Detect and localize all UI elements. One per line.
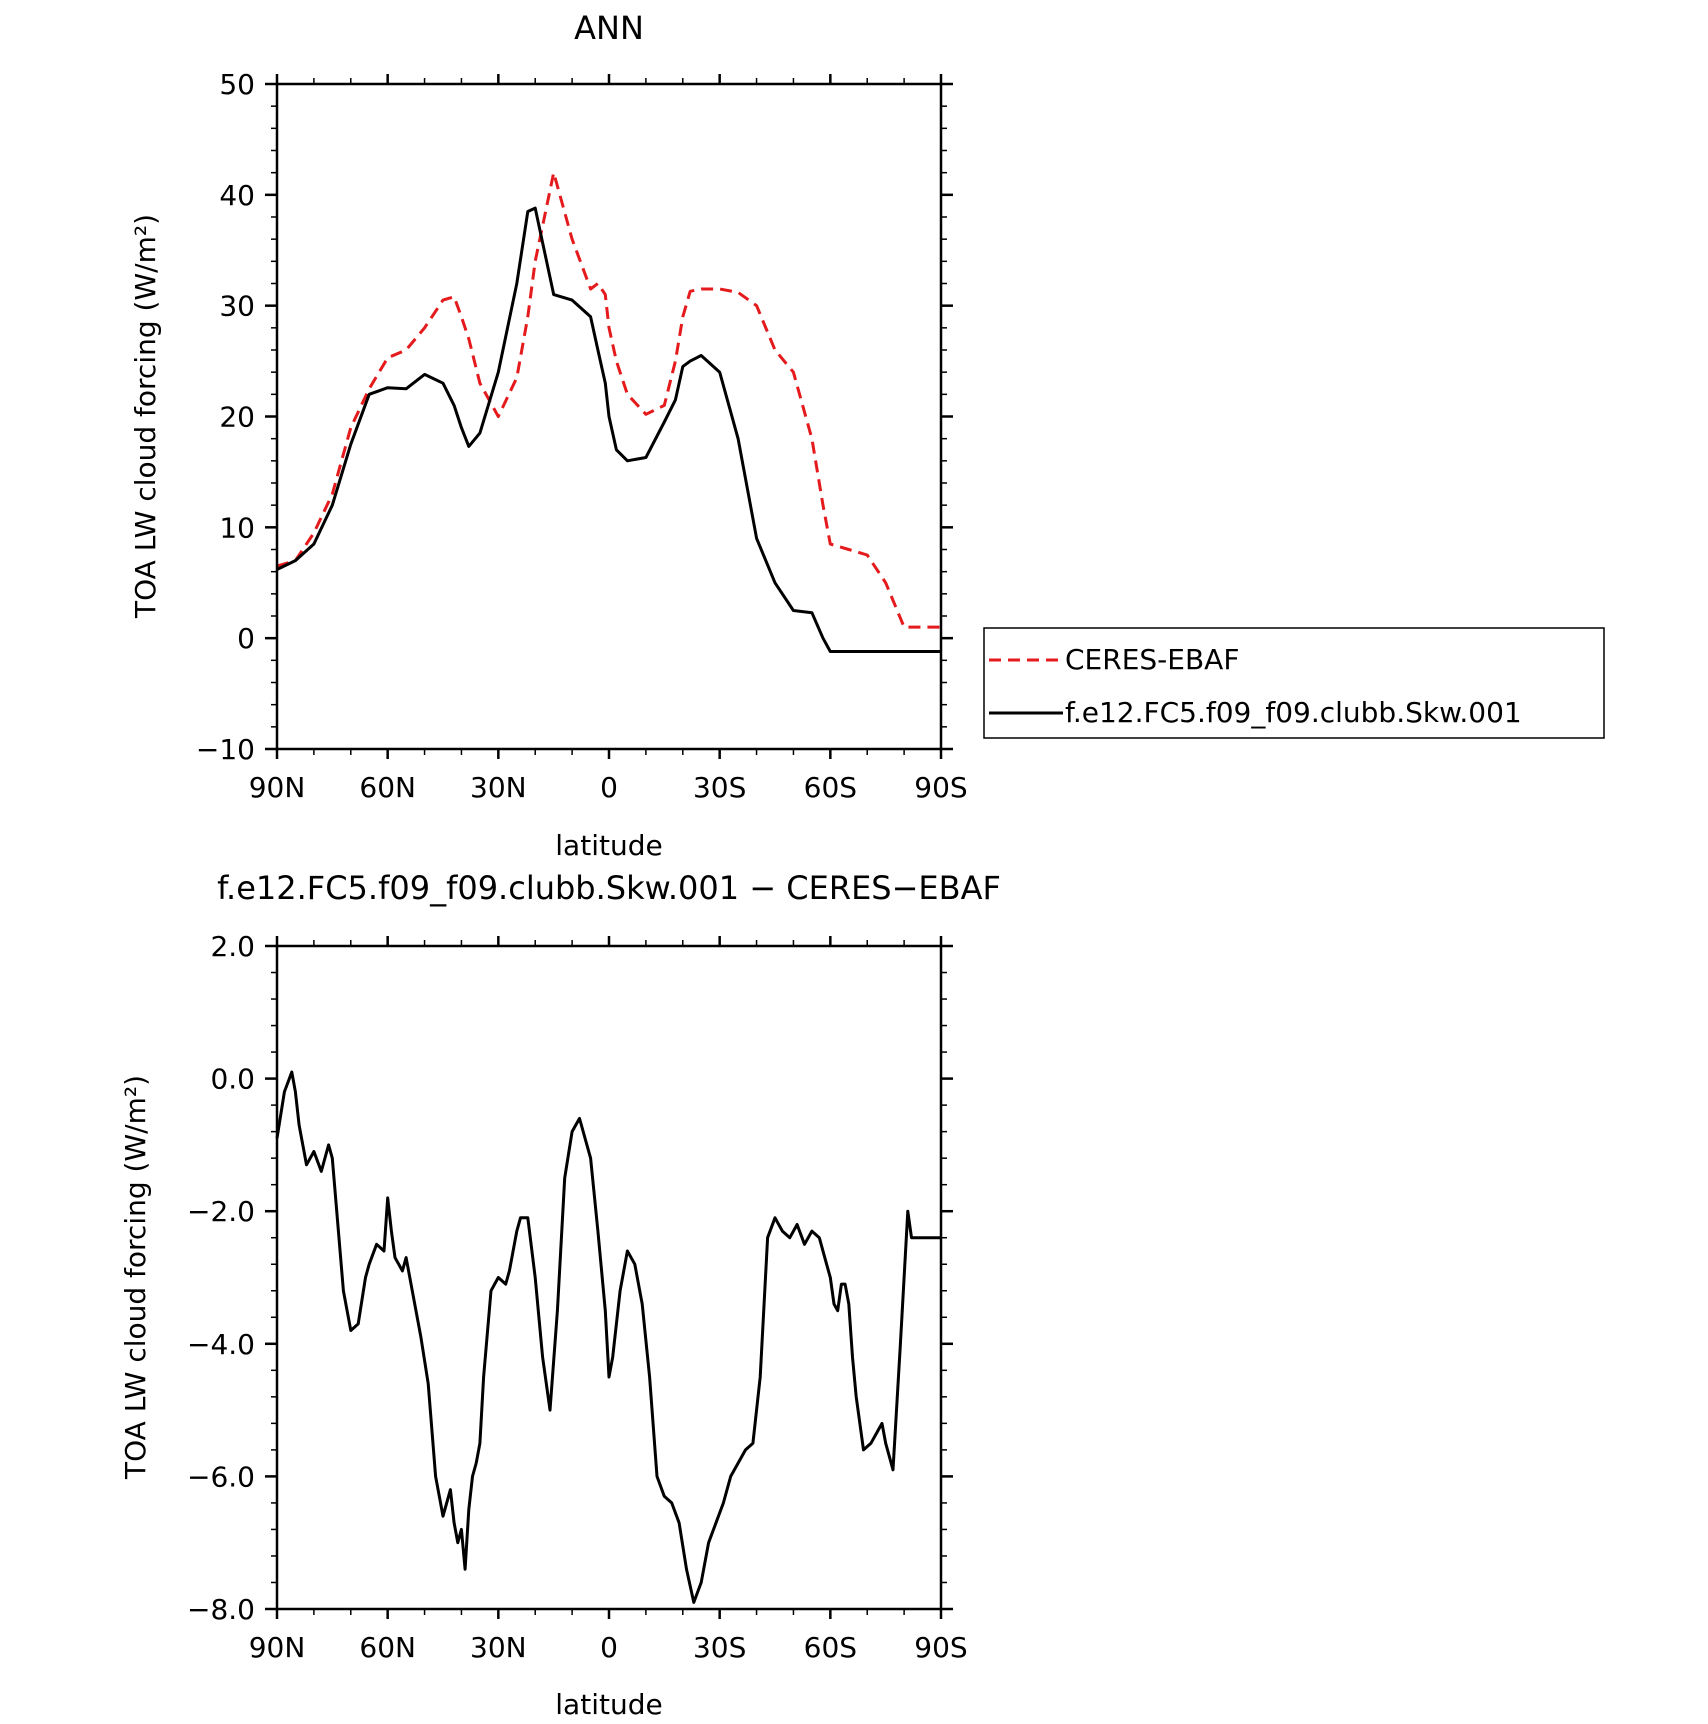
top-y-tick-label: −10 (196, 733, 255, 766)
bottom-y-tick-label: 2.0 (210, 930, 255, 963)
top-x-tick-label: 60S (804, 771, 857, 804)
bottom-chart-title: f.e12.FC5.f09_f09.clubb.Skw.001 − CERES−… (217, 869, 1001, 907)
top-y-tick-label: 0 (237, 622, 255, 655)
top-panel: ANN 90N 60N 30N 0 30S 60S 90S −10 0 10 20 30 40 50 la… (129, 9, 1605, 862)
bottom-series-line-0 (275, 1070, 941, 1604)
legend-box (983, 627, 1605, 739)
legend-label-ceres: CERES-EBAF (1065, 643, 1239, 676)
bottom-series-group (275, 1070, 941, 1604)
top-ticks (265, 74, 953, 759)
top-series-line-1 (276, 206, 941, 653)
top-x-tick-label: 90S (914, 771, 967, 804)
top-x-tick-label: 60N (359, 771, 416, 804)
top-y-tick-label: 20 (219, 401, 255, 434)
bottom-x-tick-label: 30N (470, 1631, 527, 1664)
legend: CERES-EBAF f.e12.FC5.f09_f09.clubb.Skw.0… (983, 627, 1605, 739)
top-x-tick-label: 0 (600, 771, 618, 804)
bottom-y-tick-label: −2.0 (187, 1195, 255, 1228)
bottom-y-axis-label: TOA LW cloud forcing (W/m²) (119, 1075, 152, 1480)
top-y-tick-label: 50 (219, 68, 255, 101)
bottom-y-tick-label: −6.0 (187, 1460, 255, 1493)
top-series-line-0 (276, 171, 941, 629)
top-y-axis-label: TOA LW cloud forcing (W/m²) (129, 214, 162, 619)
top-y-tick-label: 30 (219, 290, 255, 323)
bottom-x-axis-label: latitude (555, 1688, 662, 1721)
bottom-x-tick-label: 60N (359, 1631, 416, 1664)
legend-label-model: f.e12.FC5.f09_f09.clubb.Skw.001 (1065, 696, 1522, 729)
bottom-x-tick-label: 60S (804, 1631, 857, 1664)
top-series-group (276, 171, 941, 653)
bottom-panel: f.e12.FC5.f09_f09.clubb.Skw.001 − CERES−… (119, 869, 1001, 1721)
bottom-x-tick-label: 90N (249, 1631, 306, 1664)
bottom-ticks (265, 936, 953, 1619)
top-y-tick-label: 10 (219, 511, 255, 544)
bottom-y-tick-label: 0.0 (210, 1063, 255, 1096)
bottom-plot-frame (275, 944, 943, 1611)
top-tick-labels: 90N 60N 30N 0 30S 60S 90S −10 0 10 20 30 40 50 (196, 68, 968, 804)
bottom-y-tick-label: −4.0 (187, 1328, 255, 1361)
top-y-tick-label: 40 (219, 179, 255, 212)
top-x-axis-label: latitude (555, 829, 662, 862)
top-x-tick-label: 30S (693, 771, 746, 804)
top-chart-title: ANN (574, 9, 644, 47)
bottom-y-tick-label: −8.0 (187, 1593, 255, 1626)
top-x-tick-label: 30N (470, 771, 527, 804)
bottom-x-tick-label: 90S (914, 1631, 967, 1664)
bottom-tick-labels: 90N 60N 30N 0 30S 60S 90S −8.0 −6.0 −4.0 −2.0 0.0 2.… (187, 930, 968, 1664)
top-x-tick-label: 90N (249, 771, 306, 804)
bottom-x-tick-label: 0 (600, 1631, 618, 1664)
bottom-x-tick-label: 30S (693, 1631, 746, 1664)
